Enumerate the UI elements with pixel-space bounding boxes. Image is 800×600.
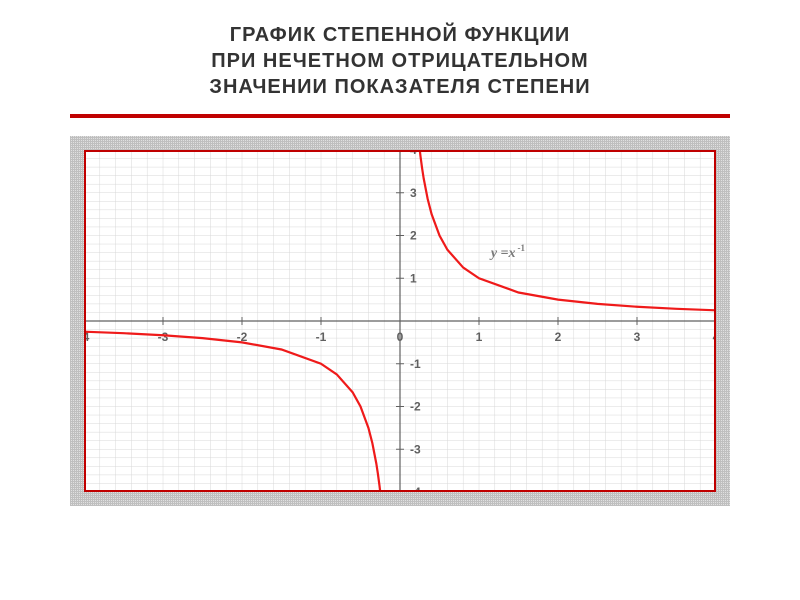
title-line-2: ПРИ НЕЧЕТНОМ ОТРИЦАТЕЛЬНОМ [0,48,800,74]
svg-text:-1: -1 [410,357,421,371]
svg-text:2: 2 [555,330,562,344]
title-line-1: ГРАФИК СТЕПЕННОЙ ФУНКЦИИ [0,22,800,48]
svg-text:-3: -3 [158,330,169,344]
power-function-chart: -4-3-2-101234-4-3-2-11234 y =x-1 [84,150,716,492]
svg-text:0: 0 [397,330,404,344]
svg-text:2: 2 [410,229,417,243]
svg-text:3: 3 [634,330,641,344]
title-block: ГРАФИК СТЕПЕННОЙ ФУНКЦИИ ПРИ НЕЧЕТНОМ ОТ… [0,0,800,106]
chart-container: -4-3-2-101234-4-3-2-11234 y =x-1 [70,136,730,506]
title-underline [70,114,730,118]
title-line-3: ЗНАЧЕНИИ ПОКАЗАТЕЛЯ СТЕПЕНИ [0,74,800,100]
svg-text:-2: -2 [410,400,421,414]
svg-text:y =x-1: y =x-1 [489,243,526,261]
svg-text:1: 1 [476,330,483,344]
svg-text:3: 3 [410,186,417,200]
svg-text:1: 1 [410,271,417,285]
svg-text:-1: -1 [316,330,327,344]
svg-text:-3: -3 [410,442,421,456]
